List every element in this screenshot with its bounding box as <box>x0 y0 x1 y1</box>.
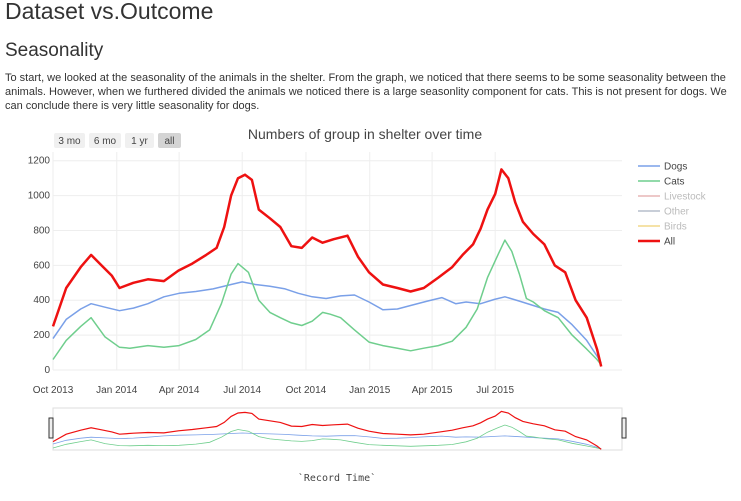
range-slider-preview <box>52 410 602 450</box>
x-axis: Oct 2013 Jan 2014 Apr 2014 Jul 2014 Oct 2014… <box>33 385 515 396</box>
y-tick-label: 600 <box>33 260 50 271</box>
range-button-3mo[interactable]: 3 mo <box>54 133 85 148</box>
legend: Dogs Cats Livestock Other Birds All <box>638 162 707 248</box>
section-heading: Seasonality <box>5 40 104 61</box>
range-slider-label: `Record Time` <box>298 472 376 484</box>
range-button-label: 6 mo <box>94 136 117 147</box>
main-plot-lines <box>51 168 603 367</box>
range-button-label: all <box>164 136 174 147</box>
legend-label: Other <box>664 207 690 218</box>
y-tick-label: 800 <box>33 225 50 236</box>
x-gridlines <box>52 152 496 370</box>
range-slider-background[interactable] <box>52 407 623 451</box>
y-tick-label: 200 <box>33 330 50 341</box>
page-title: Dataset vs.Outcome <box>5 0 214 24</box>
legend-item-dogs[interactable]: Dogs <box>638 162 687 173</box>
chart-title: Numbers of group in shelter over time <box>248 126 482 142</box>
preview-line-all <box>52 410 602 450</box>
x-tick-label: Apr 2014 <box>159 385 200 396</box>
y-axis: 0 200 400 600 800 1000 1200 <box>28 156 51 376</box>
range-slider-right-handle[interactable] <box>621 417 627 439</box>
x-tick-label: Jul 2014 <box>223 385 261 396</box>
legend-item-cats[interactable]: Cats <box>638 177 685 188</box>
x-tick-label: Jan 2015 <box>349 385 391 396</box>
range-slider[interactable] <box>48 407 627 451</box>
legend-item-birds[interactable]: Birds <box>638 222 687 233</box>
y-tick-label: 0 <box>44 365 50 376</box>
x-tick-label: Apr 2015 <box>412 385 453 396</box>
preview-line-cats <box>52 424 602 450</box>
legend-label: Dogs <box>664 162 687 173</box>
y-tick-label: 1000 <box>28 191 51 202</box>
preview-line-dogs <box>52 432 602 450</box>
range-button-1yr[interactable]: 1 yr <box>125 133 154 148</box>
shelter-population-chart: Numbers of group in shelter over time 3 … <box>28 126 707 484</box>
range-slider-left-handle[interactable] <box>48 417 54 439</box>
range-button-bg[interactable] <box>54 133 85 148</box>
intro-paragraph: To start, we looked at the seasonality o… <box>5 72 727 112</box>
legend-label: Livestock <box>664 192 707 203</box>
series-line-cats <box>52 239 602 366</box>
legend-item-livestock[interactable]: Livestock <box>638 192 707 203</box>
y-gridlines <box>53 160 622 371</box>
series-line-all <box>51 168 603 367</box>
x-tick-label: Jul 2015 <box>476 385 514 396</box>
range-button-6mo[interactable]: 6 mo <box>89 133 121 148</box>
y-tick-label: 1200 <box>28 156 51 167</box>
x-tick-label: Jan 2014 <box>96 385 138 396</box>
legend-label: Birds <box>664 222 687 233</box>
x-tick-label: Oct 2014 <box>286 385 327 396</box>
series-line-dogs <box>52 281 602 364</box>
y-tick-label: 400 <box>33 295 50 306</box>
range-button-label: 3 mo <box>58 136 81 147</box>
range-button-bg[interactable] <box>125 133 154 148</box>
range-button-bg[interactable] <box>158 133 181 148</box>
legend-item-other[interactable]: Other <box>638 207 690 218</box>
range-selector: 3 mo 6 mo 1 yr all <box>54 133 181 148</box>
legend-label: All <box>664 237 675 248</box>
range-button-label: 1 yr <box>131 136 148 147</box>
range-button-bg[interactable] <box>89 133 121 148</box>
legend-label: Cats <box>664 177 685 188</box>
range-button-all[interactable]: all <box>158 133 181 148</box>
legend-item-all[interactable]: All <box>638 237 675 248</box>
x-tick-label: Oct 2013 <box>33 385 74 396</box>
